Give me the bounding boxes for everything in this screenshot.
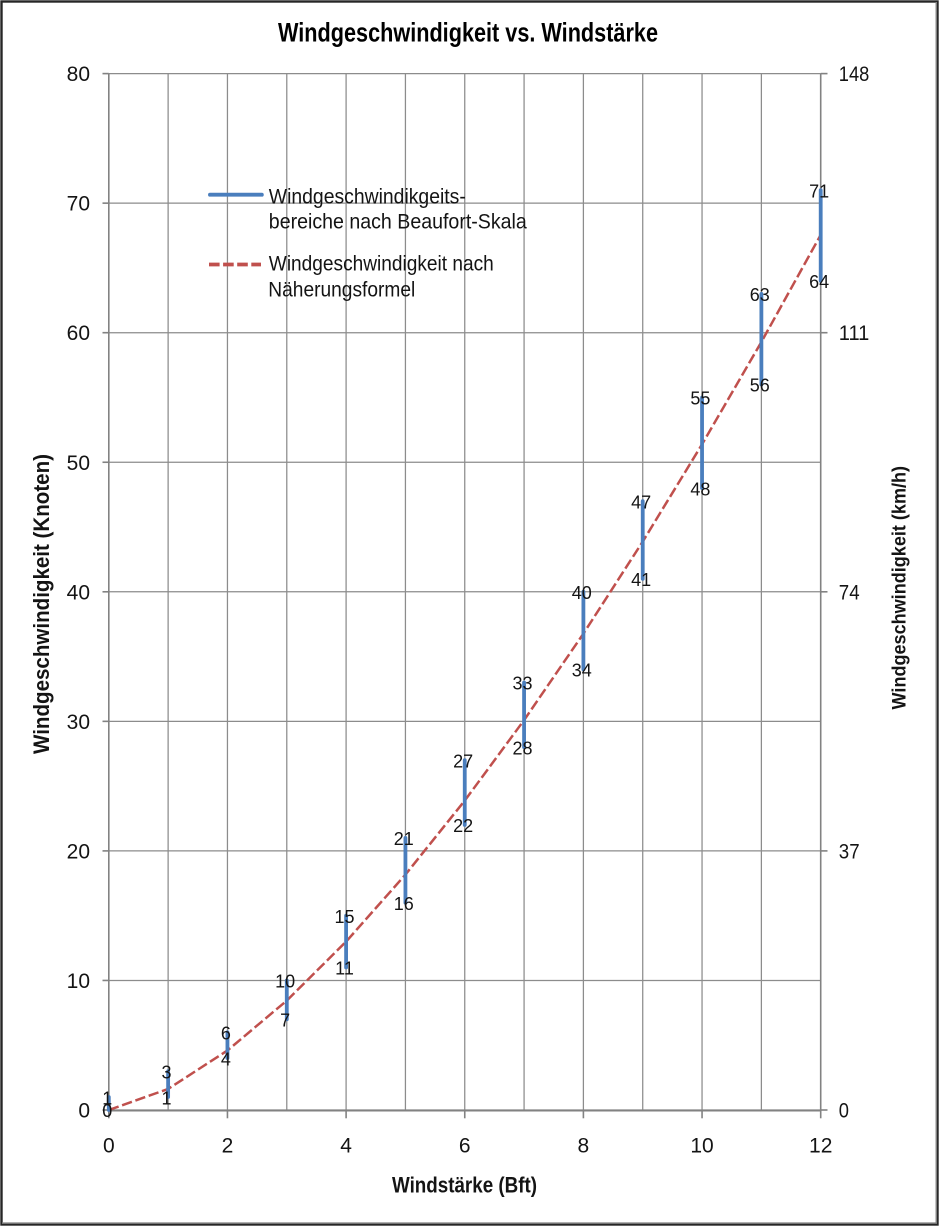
- svg-text:33: 33: [512, 674, 532, 694]
- svg-text:11: 11: [335, 959, 354, 979]
- svg-text:10: 10: [690, 1135, 713, 1158]
- svg-text:27: 27: [453, 751, 473, 771]
- svg-text:20: 20: [67, 840, 90, 863]
- svg-text:37: 37: [839, 840, 860, 863]
- svg-text:111: 111: [839, 322, 870, 345]
- svg-text:bereiche nach Beaufort-Skala: bereiche nach Beaufort-Skala: [269, 211, 527, 234]
- svg-text:48: 48: [690, 479, 710, 499]
- svg-text:60: 60: [67, 322, 90, 345]
- svg-text:2: 2: [222, 1135, 234, 1158]
- svg-text:80: 80: [67, 63, 90, 86]
- svg-text:15: 15: [334, 907, 354, 927]
- svg-text:16: 16: [394, 894, 414, 914]
- svg-text:1: 1: [162, 1088, 172, 1108]
- svg-text:7: 7: [280, 1011, 290, 1031]
- svg-text:71: 71: [809, 181, 829, 201]
- svg-text:21: 21: [394, 829, 414, 849]
- svg-text:148: 148: [839, 63, 870, 86]
- svg-text:Windgeschwindigkeit nach: Windgeschwindigkeit nach: [269, 253, 494, 276]
- svg-text:Näherungsformel: Näherungsformel: [268, 278, 415, 301]
- svg-text:22: 22: [453, 816, 473, 836]
- svg-text:8: 8: [578, 1135, 590, 1158]
- svg-text:70: 70: [67, 193, 90, 216]
- svg-text:0: 0: [103, 1135, 115, 1158]
- svg-text:0: 0: [839, 1100, 849, 1123]
- svg-text:0: 0: [78, 1100, 90, 1123]
- svg-text:Windstärke (Bft): Windstärke (Bft): [392, 1173, 537, 1198]
- svg-text:64: 64: [809, 272, 829, 292]
- svg-text:30: 30: [67, 711, 90, 734]
- svg-text:Windgeschwindigkeit vs. Windst: Windgeschwindigkeit vs. Windstärke: [278, 18, 658, 48]
- svg-text:6: 6: [221, 1023, 231, 1043]
- svg-text:40: 40: [67, 581, 90, 604]
- svg-text:0: 0: [102, 1101, 112, 1121]
- svg-text:55: 55: [690, 389, 710, 409]
- svg-text:4: 4: [221, 1049, 231, 1069]
- svg-text:34: 34: [572, 661, 592, 681]
- svg-text:56: 56: [750, 376, 770, 396]
- svg-text:4: 4: [340, 1135, 352, 1158]
- svg-text:10: 10: [67, 970, 90, 993]
- svg-text:74: 74: [839, 581, 860, 604]
- svg-text:Windgeschwindigkeit (km/h): Windgeschwindigkeit (km/h): [889, 466, 911, 710]
- svg-text:12: 12: [809, 1135, 832, 1158]
- svg-text:10: 10: [275, 972, 295, 992]
- svg-text:Windgeschwindikgeits-: Windgeschwindikgeits-: [269, 186, 466, 209]
- svg-text:41: 41: [631, 570, 651, 590]
- svg-text:Windgeschwindigkeit (Knoten): Windgeschwindigkeit (Knoten): [29, 454, 54, 754]
- svg-text:1: 1: [102, 1088, 112, 1108]
- svg-text:28: 28: [512, 738, 532, 758]
- svg-text:47: 47: [631, 492, 651, 512]
- svg-text:63: 63: [750, 285, 770, 305]
- svg-text:3: 3: [162, 1062, 172, 1082]
- svg-text:40: 40: [572, 583, 592, 603]
- svg-text:50: 50: [67, 452, 90, 475]
- svg-text:6: 6: [459, 1135, 471, 1158]
